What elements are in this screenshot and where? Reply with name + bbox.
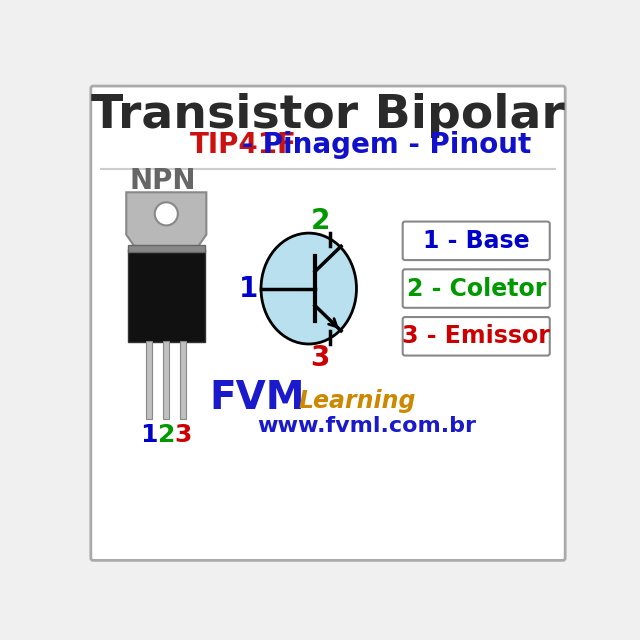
Text: 1: 1 xyxy=(141,423,158,447)
Circle shape xyxy=(155,202,178,225)
Text: NPN: NPN xyxy=(129,167,196,195)
Text: 3: 3 xyxy=(310,344,330,372)
Text: TIP41F: TIP41F xyxy=(190,131,297,159)
Text: Learning: Learning xyxy=(299,389,416,413)
Bar xyxy=(147,341,152,419)
FancyBboxPatch shape xyxy=(403,269,550,308)
Text: Transistor Bipolar: Transistor Bipolar xyxy=(91,93,565,138)
FancyBboxPatch shape xyxy=(403,221,550,260)
Text: www.fvml.com.br: www.fvml.com.br xyxy=(257,415,476,436)
Ellipse shape xyxy=(261,233,356,344)
Text: 1: 1 xyxy=(239,275,259,303)
Text: 2: 2 xyxy=(157,423,175,447)
Bar xyxy=(163,341,170,419)
Text: FVM: FVM xyxy=(209,379,305,417)
Bar xyxy=(180,341,186,419)
Text: - Pinagem - Pinout: - Pinagem - Pinout xyxy=(232,131,532,159)
Text: 3 - Emissor: 3 - Emissor xyxy=(403,324,550,348)
Bar xyxy=(128,248,205,342)
Bar xyxy=(128,245,205,252)
Text: 3: 3 xyxy=(175,423,192,447)
FancyBboxPatch shape xyxy=(403,317,550,356)
FancyBboxPatch shape xyxy=(91,86,565,561)
Text: 2 - Coletor: 2 - Coletor xyxy=(406,276,546,301)
Text: 1 - Base: 1 - Base xyxy=(423,229,529,253)
Polygon shape xyxy=(126,192,206,250)
Text: 2: 2 xyxy=(310,207,330,235)
